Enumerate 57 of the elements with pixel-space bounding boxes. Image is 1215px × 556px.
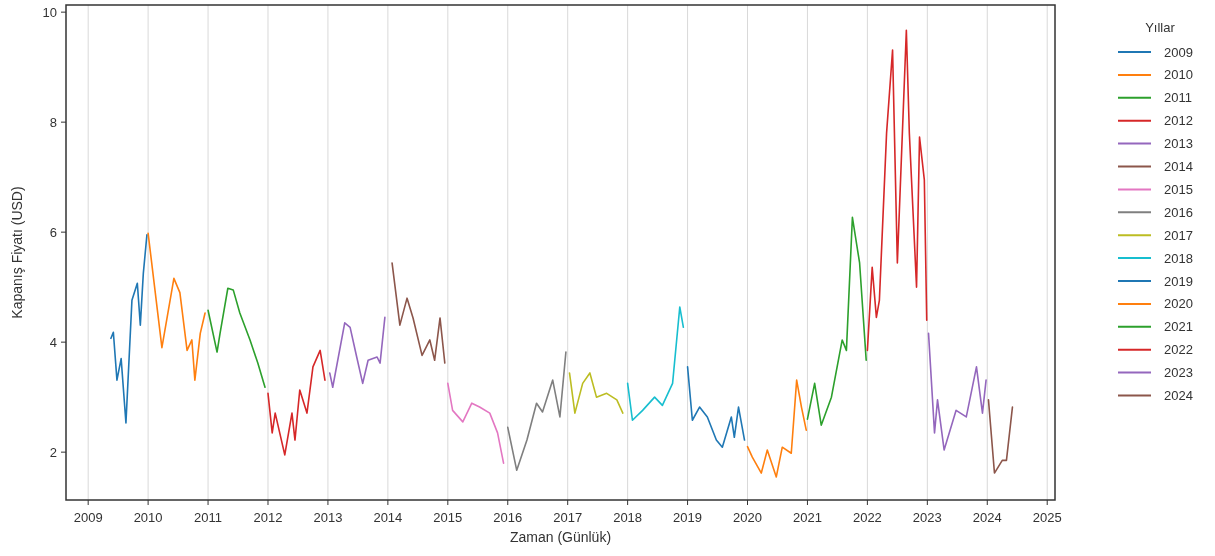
y-tick-label: 6 <box>49 224 57 240</box>
legend-label: 2023 <box>1164 365 1193 381</box>
legend-label: 2017 <box>1164 227 1193 243</box>
x-tick-label: 2010 <box>133 510 163 525</box>
line-series <box>568 372 624 414</box>
x-tick-label: 2017 <box>553 510 583 525</box>
x-tick-label: 2022 <box>852 510 882 525</box>
legend-label: 2015 <box>1164 181 1193 197</box>
line-series <box>391 262 446 364</box>
x-tick-label: 2013 <box>313 510 343 525</box>
legend-label: 2016 <box>1164 204 1193 220</box>
x-tick-label: 2011 <box>194 510 223 525</box>
legend-label: 2012 <box>1164 113 1193 129</box>
legend-label: 2021 <box>1164 319 1193 335</box>
y-tick-label: 2 <box>49 444 57 460</box>
legend-label: 2014 <box>1164 159 1193 175</box>
x-tick-label: 2025 <box>1032 510 1062 525</box>
legend-label: 2010 <box>1164 67 1193 83</box>
line-series <box>506 351 567 472</box>
y-tick-label: 10 <box>42 4 57 20</box>
line-series <box>866 29 928 352</box>
legend-label: 2019 <box>1164 273 1193 289</box>
legend-title: Yıllar <box>1145 20 1176 35</box>
x-tick-label: 2009 <box>73 510 103 525</box>
x-tick-label: 2018 <box>613 510 643 525</box>
line-series <box>746 379 808 478</box>
line-series <box>207 287 266 389</box>
legend-label: 2020 <box>1164 296 1193 312</box>
x-tick-label: 2023 <box>912 510 942 525</box>
legend-label: 2018 <box>1164 250 1193 266</box>
line-series <box>267 349 326 456</box>
line-series <box>927 332 987 451</box>
x-tick-label: 2014 <box>373 510 403 525</box>
x-tick-label: 2019 <box>673 510 703 525</box>
x-tick-label: 2012 <box>253 510 283 525</box>
legend-label: 2022 <box>1164 342 1193 358</box>
line-series <box>328 316 386 389</box>
line-series <box>987 399 1014 474</box>
line-series <box>110 234 148 424</box>
y-axis-title: Kapanış Fiyatı (USD) <box>9 186 25 319</box>
line-series <box>447 382 505 464</box>
legend-label: 2013 <box>1164 136 1193 152</box>
x-tick-label: 2024 <box>972 510 1002 525</box>
x-tick-label: 2015 <box>433 510 463 525</box>
x-tick-label: 2016 <box>493 510 523 525</box>
legend-label: 2024 <box>1164 388 1193 404</box>
line-series <box>626 306 685 422</box>
y-tick-label: 4 <box>49 334 57 350</box>
line-series <box>806 216 867 426</box>
line-series <box>147 232 206 381</box>
x-tick-label: 2020 <box>733 510 762 525</box>
legend-label: 2009 <box>1164 44 1193 60</box>
legend-label: 2011 <box>1164 90 1192 106</box>
y-tick-label: 8 <box>49 114 57 130</box>
x-axis-title: Zaman (Günlük) <box>509 529 612 545</box>
line-series <box>686 366 746 448</box>
x-tick-label: 2021 <box>792 510 822 525</box>
